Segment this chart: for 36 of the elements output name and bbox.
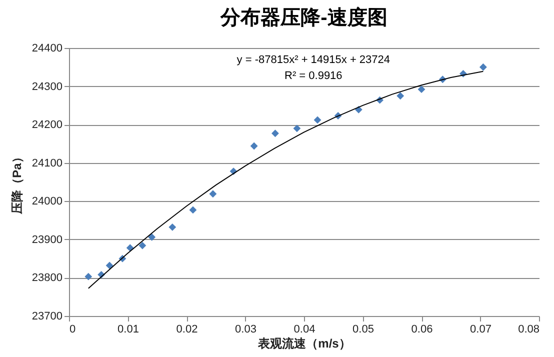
point (272, 130, 279, 138)
x-tick-label: 0 (70, 324, 76, 336)
point (293, 124, 301, 132)
y-tick-label: 24100 (32, 157, 62, 170)
x-tick-label: 0.07 (470, 324, 492, 336)
chart-title: 分布器压降-速度图 (220, 6, 388, 29)
x-tick-label: 0.08 (518, 324, 540, 336)
point (250, 142, 258, 150)
y-tick-label: 23700 (32, 310, 62, 322)
y-tick-label: 23900 (32, 234, 62, 246)
y-tick-label: 23800 (32, 272, 62, 284)
x-tick-label: 0.05 (352, 324, 374, 336)
x-axis-title: 表观流速（m/s） (257, 336, 351, 350)
y-axis-title: 压降（Pa） (10, 151, 24, 215)
point (209, 190, 217, 198)
x-tick-label: 0.03 (235, 324, 256, 336)
annotation: R² = 0.9916 (284, 70, 342, 82)
y-tick-label: 24400 (32, 42, 62, 54)
y-tick-label: 24200 (32, 119, 62, 132)
point (84, 272, 92, 280)
point (396, 92, 404, 100)
point (479, 63, 487, 71)
point (106, 262, 114, 270)
x-tick-label: 0.02 (176, 324, 198, 336)
point (138, 242, 146, 250)
x-tick-label: 0.06 (411, 324, 433, 336)
y-tick-label: 24300 (32, 80, 62, 93)
point (418, 86, 426, 94)
x-tick-label: 0.01 (118, 324, 139, 336)
y-tick-label: 24000 (32, 196, 62, 208)
point (148, 233, 156, 241)
point (189, 206, 197, 214)
x-tick-label: 0.04 (294, 324, 316, 336)
annotation: y = -87815x² + 14915x + 23724 (236, 54, 390, 66)
point (168, 223, 176, 231)
point (314, 116, 322, 124)
